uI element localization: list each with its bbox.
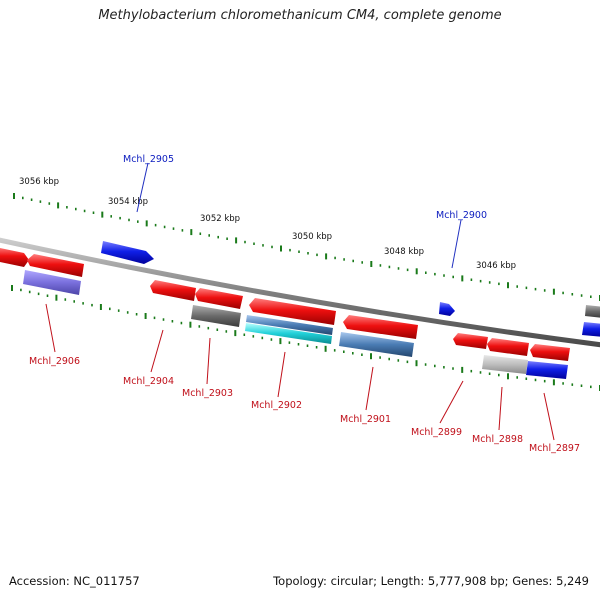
scale-label-3050: 3050 kbp [292,232,332,242]
leader-mchl-2905 [136,162,149,213]
leader-mchl-2901 [365,366,374,411]
gene-mchl-2905[interactable] [101,241,154,264]
label-mchl-2901[interactable]: Mchl_2901 [340,414,391,425]
leader-mchl-2902 [277,351,286,398]
gene-mchl-2902[interactable] [249,298,336,325]
label-mchl-2904[interactable]: Mchl_2904 [123,376,174,387]
gene-mchl-2906[interactable] [27,254,84,277]
leader-mchl-2900 [451,219,462,269]
scale-label-3048: 3048 kbp [384,247,424,257]
label-mchl-2906[interactable]: Mchl_2906 [29,356,80,367]
gene-mchl-2904[interactable] [150,280,196,301]
scale-label-3046: 3046 kbp [476,261,516,271]
gene-mchl-2897-feature[interactable] [526,361,568,379]
leader-mchl-2899 [439,380,464,424]
gene-right-edge-gray[interactable] [585,305,600,318]
gene-mchl-2903[interactable] [195,288,243,309]
map-title: Methylobacterium chloromethanicum CM4, c… [98,8,502,23]
gene-mchl-2902-feature-a[interactable] [246,315,333,335]
gene-left-edge[interactable] [0,247,29,267]
scale-ticks-inner [11,285,600,391]
scale-ticks-outer [13,193,600,301]
gene-mchl-2903-feature[interactable] [191,305,241,327]
gene-mchl-2900[interactable] [439,302,455,316]
genome-summary-text: Topology: circular; Length: 5,777,908 bp… [273,574,589,588]
scale-label-3056: 3056 kbp [19,177,59,187]
gene-right-edge-blue[interactable] [582,322,600,337]
label-mchl-2898[interactable]: Mchl_2898 [472,434,523,445]
leader-mchl-2904 [150,329,164,373]
leader-mchl-2898 [498,386,503,431]
gene-mchl-2898[interactable] [487,338,529,356]
scale-label-3054: 3054 kbp [108,197,148,207]
scale-label-3052: 3052 kbp [200,214,240,224]
leader-mchl-2897 [543,392,555,441]
label-mchl-2899[interactable]: Mchl_2899 [411,427,462,438]
label-mchl-2897[interactable]: Mchl_2897 [529,443,580,454]
label-mchl-2902[interactable]: Mchl_2902 [251,400,302,411]
label-mchl-2900[interactable]: Mchl_2900 [436,210,487,221]
label-mchl-2905[interactable]: Mchl_2905 [123,154,174,165]
gene-mchl-2902-feature-b[interactable] [245,323,332,344]
gene-mchl-2901-feature[interactable] [339,332,414,357]
leader-mchl-2906 [45,303,56,353]
accession-text: Accession: NC_011757 [9,574,140,588]
gene-mchl-2897[interactable] [530,344,570,361]
gene-mchl-2906-feature[interactable] [23,270,81,295]
gene-mchl-2901[interactable] [343,315,418,339]
gene-mchl-2899[interactable] [453,333,488,349]
gene-mchl-2898-feature[interactable] [482,355,528,374]
leader-mchl-2903 [206,337,211,385]
label-mchl-2903[interactable]: Mchl_2903 [182,388,233,399]
genome-backbone [0,237,600,348]
